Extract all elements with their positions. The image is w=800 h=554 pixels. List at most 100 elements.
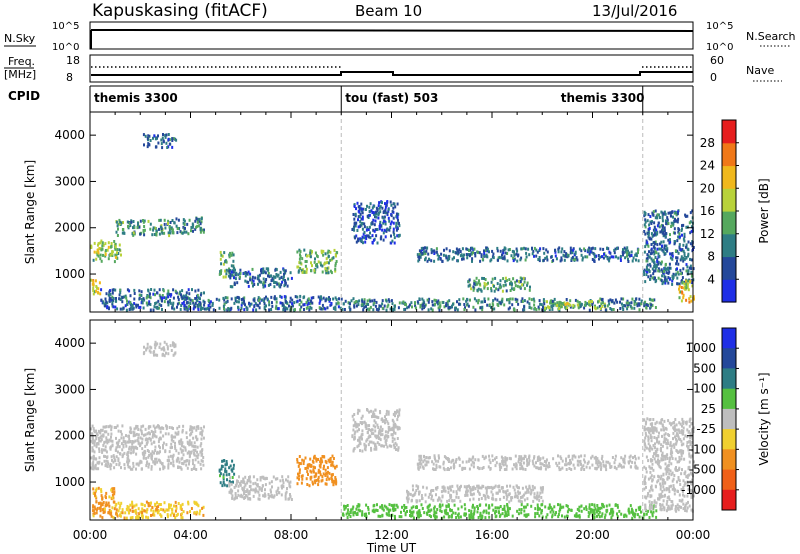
data-cell bbox=[148, 300, 151, 304]
data-cell bbox=[129, 294, 132, 298]
data-cell bbox=[305, 260, 308, 263]
data-cell bbox=[106, 503, 109, 507]
data-cell bbox=[685, 269, 688, 273]
data-cell bbox=[366, 226, 369, 230]
data-cell bbox=[282, 278, 285, 281]
data-cell bbox=[381, 228, 384, 232]
data-cell bbox=[165, 342, 168, 346]
data-cell bbox=[92, 509, 94, 513]
data-cell bbox=[459, 302, 462, 306]
data-cell bbox=[660, 279, 663, 283]
data-cell bbox=[505, 279, 508, 282]
data-cell bbox=[681, 290, 683, 294]
data-cell bbox=[384, 205, 387, 209]
data-cell bbox=[621, 250, 624, 254]
data-cell bbox=[169, 221, 172, 224]
data-cell bbox=[171, 145, 174, 149]
data-cell bbox=[159, 295, 162, 299]
data-cell bbox=[395, 411, 398, 415]
data-cell bbox=[473, 297, 476, 301]
data-cell bbox=[499, 505, 502, 508]
data-cell bbox=[680, 229, 683, 232]
data-cell bbox=[682, 257, 685, 260]
data-cell bbox=[588, 303, 591, 307]
data-cell bbox=[689, 279, 692, 283]
data-cell bbox=[191, 299, 194, 303]
data-cell bbox=[243, 296, 246, 300]
data-cell bbox=[629, 459, 632, 463]
data-cell bbox=[93, 443, 96, 447]
data-cell bbox=[114, 459, 117, 463]
data-cell bbox=[481, 454, 484, 458]
data-cell bbox=[464, 466, 467, 470]
data-cell bbox=[386, 420, 389, 424]
data-cell bbox=[387, 209, 390, 213]
data-cell bbox=[363, 420, 366, 424]
data-cell bbox=[499, 283, 502, 287]
data-cell bbox=[490, 280, 493, 284]
data-cell bbox=[224, 275, 227, 279]
data-cell bbox=[113, 507, 116, 511]
data-cell bbox=[235, 481, 238, 485]
data-cell bbox=[684, 285, 686, 289]
data-cell bbox=[584, 300, 587, 304]
data-cell bbox=[477, 516, 480, 519]
data-cell bbox=[606, 257, 609, 260]
data-cell bbox=[507, 307, 510, 311]
data-cell bbox=[588, 503, 591, 507]
data-cell bbox=[313, 270, 316, 274]
data-cell bbox=[93, 241, 96, 245]
data-cell bbox=[167, 455, 170, 459]
data-cell bbox=[593, 306, 596, 310]
data-cell bbox=[677, 210, 679, 214]
data-cell bbox=[331, 480, 334, 484]
data-cell bbox=[284, 300, 287, 303]
data-cell bbox=[97, 242, 100, 246]
data-cell bbox=[661, 213, 664, 217]
data-cell bbox=[442, 485, 445, 489]
data-cell bbox=[131, 467, 134, 471]
data-cell bbox=[568, 467, 571, 470]
data-cell bbox=[95, 429, 97, 433]
data-cell bbox=[125, 507, 128, 511]
data-cell bbox=[516, 259, 519, 263]
data-cell bbox=[539, 462, 542, 466]
data-cell bbox=[158, 426, 161, 430]
data-cell bbox=[162, 426, 165, 430]
data-cell bbox=[129, 516, 132, 520]
data-cell bbox=[543, 251, 546, 255]
data-cell bbox=[146, 449, 149, 452]
data-cell bbox=[394, 424, 397, 428]
data-cell bbox=[99, 253, 102, 257]
data-cell bbox=[472, 248, 475, 252]
data-cell bbox=[115, 508, 118, 512]
data-cell bbox=[544, 256, 547, 260]
data-cell bbox=[606, 247, 609, 250]
data-cell bbox=[269, 282, 272, 286]
data-cell bbox=[148, 302, 151, 306]
data-cell bbox=[195, 428, 198, 432]
data-cell bbox=[154, 227, 157, 230]
data-cell bbox=[374, 421, 377, 425]
data-cell bbox=[360, 435, 363, 439]
data-cell bbox=[446, 499, 449, 503]
data-cell bbox=[321, 460, 324, 464]
data-cell bbox=[678, 282, 681, 286]
data-cell bbox=[249, 278, 252, 282]
data-cell bbox=[690, 267, 693, 271]
data-cell bbox=[418, 490, 421, 494]
data-cell bbox=[123, 466, 126, 470]
data-cell bbox=[403, 308, 406, 311]
data-cell bbox=[493, 307, 496, 311]
data-cell bbox=[157, 509, 160, 513]
data-cell bbox=[409, 492, 412, 496]
data-cell bbox=[167, 432, 170, 436]
data-cell bbox=[194, 445, 197, 449]
data-cell bbox=[512, 485, 515, 489]
data-cell bbox=[425, 511, 428, 515]
data-cell bbox=[102, 511, 105, 514]
data-cell bbox=[152, 228, 155, 232]
colorbar-tick-label: 16 bbox=[700, 204, 715, 218]
data-cell bbox=[518, 455, 521, 459]
data-cell bbox=[675, 213, 678, 216]
